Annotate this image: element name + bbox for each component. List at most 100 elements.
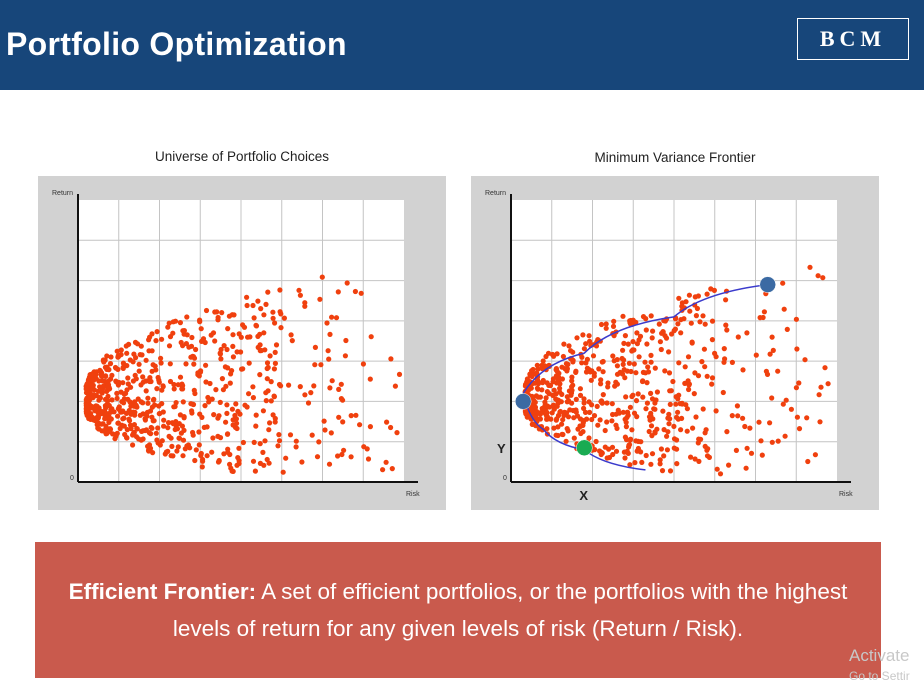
data-point: [184, 443, 190, 449]
data-point: [587, 338, 593, 344]
data-point: [646, 414, 653, 420]
data-point: [767, 420, 773, 426]
data-point: [796, 426, 803, 432]
data-point: [543, 395, 549, 401]
data-point: [620, 313, 626, 319]
data-point: [604, 455, 610, 461]
data-point: [622, 333, 628, 339]
data-point: [336, 414, 342, 420]
data-point: [209, 449, 215, 455]
data-point: [98, 371, 104, 377]
data-point: [149, 404, 155, 410]
data-point: [589, 416, 595, 423]
data-point: [159, 438, 165, 444]
data-point: [227, 461, 233, 467]
data-point: [699, 359, 705, 365]
efficient-frontier-line: [522, 283, 768, 394]
data-point: [812, 452, 818, 458]
data-point: [153, 430, 159, 436]
data-point: [682, 364, 688, 370]
data-point: [723, 322, 729, 328]
data-point: [166, 433, 172, 439]
data-point: [83, 383, 89, 389]
data-point: [662, 368, 668, 374]
data-point: [634, 330, 640, 336]
data-point: [564, 399, 570, 405]
data-point: [213, 387, 219, 393]
data-point: [328, 430, 334, 436]
data-point: [649, 335, 655, 341]
data-point: [121, 391, 127, 397]
data-point: [605, 380, 611, 386]
data-point: [663, 335, 670, 341]
data-point: [729, 359, 735, 365]
data-point: [544, 414, 550, 420]
data-point: [188, 343, 195, 349]
data-point: [559, 421, 565, 427]
data-point: [721, 346, 727, 352]
data-point: [158, 360, 164, 366]
data-point: [121, 400, 127, 406]
data-point: [817, 419, 823, 425]
data-point: [783, 397, 789, 403]
data-point: [95, 425, 101, 431]
data-point: [246, 391, 252, 397]
data-point: [670, 378, 676, 385]
data-point: [128, 384, 134, 390]
data-point: [704, 447, 710, 453]
data-point: [297, 292, 303, 298]
data-point: [686, 386, 692, 393]
origin-label: 0: [70, 475, 74, 482]
data-point: [657, 457, 663, 463]
data-point: [675, 396, 681, 402]
data-point: [523, 381, 529, 388]
data-point: [610, 323, 617, 329]
data-point: [217, 435, 224, 441]
data-point: [740, 415, 746, 421]
data-point: [596, 366, 602, 372]
data-point: [181, 414, 187, 420]
data-point: [598, 321, 605, 328]
data-point: [671, 436, 678, 442]
data-point: [669, 331, 675, 337]
data-point: [150, 362, 156, 368]
data-point: [299, 459, 305, 465]
data-point: [702, 364, 708, 370]
data-point: [590, 353, 597, 359]
data-point: [276, 432, 282, 438]
data-point: [180, 453, 186, 459]
data-point: [171, 381, 177, 388]
data-point: [643, 406, 649, 412]
data-point: [686, 382, 692, 388]
data-point: [156, 379, 162, 385]
data-point: [225, 365, 231, 371]
data-point: [573, 369, 579, 375]
data-point: [564, 426, 570, 432]
data-point: [281, 315, 287, 321]
data-point: [535, 386, 541, 392]
data-point: [571, 435, 577, 441]
data-point: [261, 462, 267, 468]
data-point: [689, 339, 695, 345]
data-point: [223, 419, 229, 425]
data-point: [553, 432, 559, 438]
data-point: [230, 468, 236, 474]
data-point: [547, 382, 554, 389]
data-point: [205, 394, 211, 401]
data-point: [544, 426, 550, 432]
y-axis-label: Return: [52, 190, 73, 197]
data-point: [704, 291, 710, 297]
data-point: [636, 354, 642, 360]
data-point: [210, 435, 216, 441]
data-point: [136, 361, 142, 367]
data-point: [260, 449, 266, 455]
y-annotation: Y: [497, 441, 506, 456]
data-point: [100, 421, 106, 427]
data-point: [257, 331, 263, 337]
data-point: [573, 396, 579, 402]
data-point: [103, 373, 109, 379]
data-point: [146, 448, 152, 454]
data-point: [388, 424, 394, 431]
definition-term: Efficient Frontier:: [68, 579, 257, 604]
data-point: [692, 294, 698, 300]
